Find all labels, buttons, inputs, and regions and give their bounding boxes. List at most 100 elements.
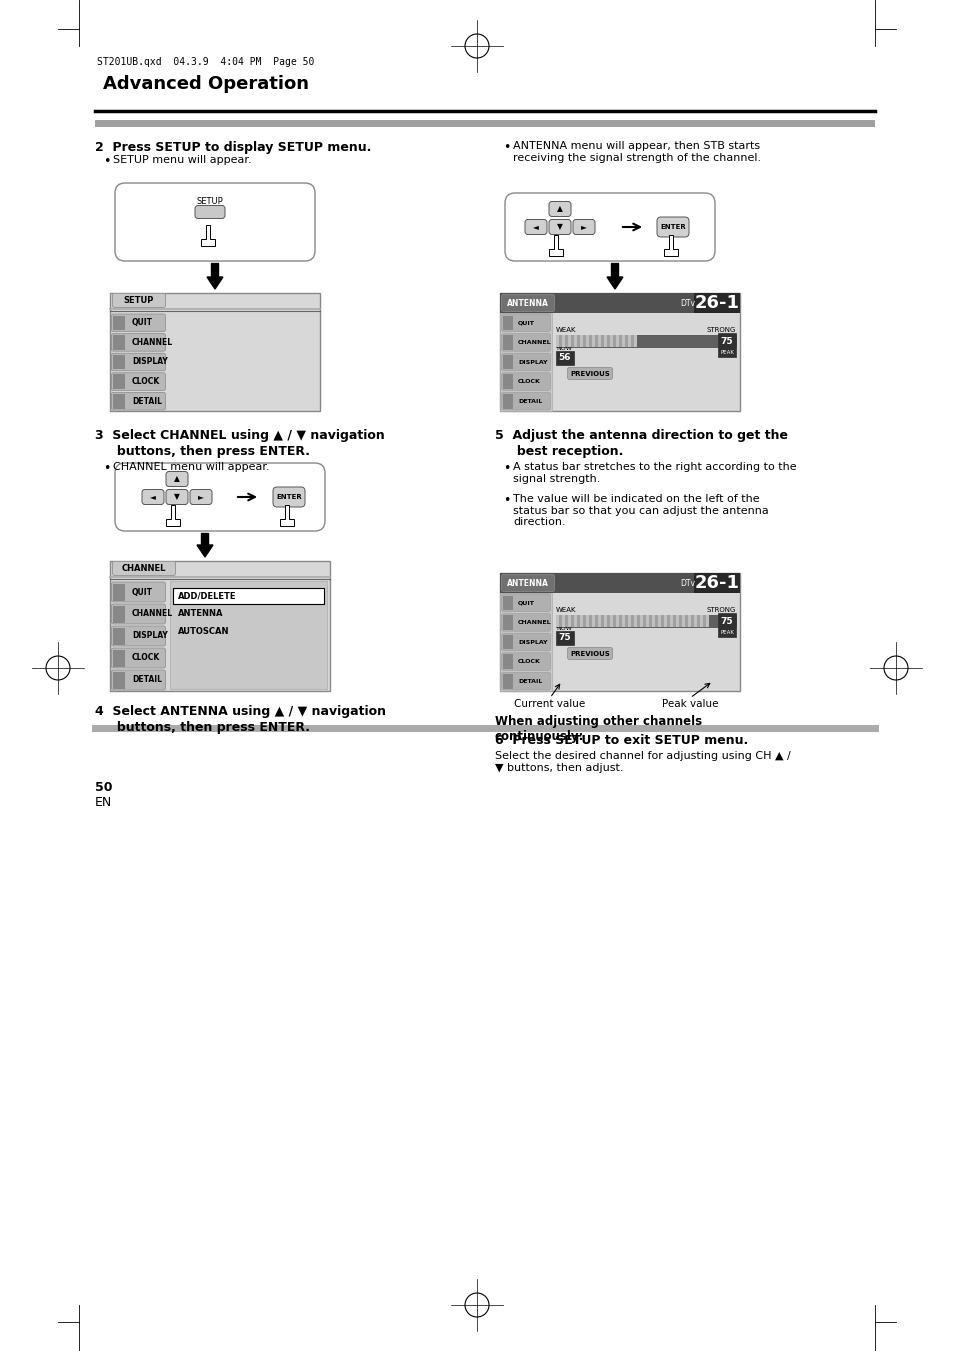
- FancyBboxPatch shape: [112, 293, 165, 308]
- Text: SETUP: SETUP: [196, 197, 223, 207]
- Text: PEAK: PEAK: [720, 630, 733, 635]
- FancyBboxPatch shape: [592, 335, 595, 347]
- FancyBboxPatch shape: [600, 335, 603, 347]
- Text: DISPLAY: DISPLAY: [517, 359, 547, 365]
- Text: CLOCK: CLOCK: [517, 380, 540, 384]
- FancyBboxPatch shape: [166, 489, 188, 504]
- FancyBboxPatch shape: [579, 335, 582, 347]
- Text: CLOCK: CLOCK: [132, 377, 160, 386]
- FancyBboxPatch shape: [112, 313, 165, 331]
- FancyBboxPatch shape: [598, 335, 600, 347]
- Text: 4  Select ANTENNA using ▲ / ▼ navigation: 4 Select ANTENNA using ▲ / ▼ navigation: [95, 705, 386, 717]
- FancyBboxPatch shape: [501, 574, 554, 592]
- Text: ANTENNA: ANTENNA: [507, 299, 548, 308]
- FancyBboxPatch shape: [112, 626, 165, 646]
- Text: 26-1: 26-1: [694, 295, 739, 312]
- FancyBboxPatch shape: [501, 594, 550, 612]
- FancyBboxPatch shape: [501, 634, 550, 651]
- FancyBboxPatch shape: [648, 615, 651, 627]
- FancyBboxPatch shape: [577, 335, 579, 347]
- Polygon shape: [663, 235, 678, 255]
- FancyBboxPatch shape: [592, 615, 595, 627]
- FancyBboxPatch shape: [684, 615, 687, 627]
- FancyBboxPatch shape: [621, 335, 624, 347]
- FancyBboxPatch shape: [502, 316, 513, 330]
- Polygon shape: [201, 534, 209, 544]
- FancyBboxPatch shape: [112, 648, 165, 667]
- Text: Current value: Current value: [514, 698, 585, 709]
- Text: Peak value: Peak value: [661, 698, 718, 709]
- FancyBboxPatch shape: [603, 335, 606, 347]
- FancyBboxPatch shape: [142, 489, 164, 504]
- FancyBboxPatch shape: [669, 615, 672, 627]
- FancyBboxPatch shape: [112, 584, 125, 600]
- Text: SETUP: SETUP: [124, 296, 154, 305]
- Text: PREVIOUS: PREVIOUS: [570, 370, 609, 377]
- FancyBboxPatch shape: [501, 613, 550, 631]
- Text: buttons, then press ENTER.: buttons, then press ENTER.: [95, 721, 310, 734]
- FancyBboxPatch shape: [697, 615, 700, 627]
- Text: •: •: [103, 155, 111, 168]
- FancyBboxPatch shape: [600, 615, 603, 627]
- FancyBboxPatch shape: [585, 335, 588, 347]
- Text: ENTER: ENTER: [275, 494, 301, 500]
- FancyBboxPatch shape: [627, 615, 630, 627]
- FancyBboxPatch shape: [634, 615, 637, 627]
- FancyBboxPatch shape: [645, 615, 648, 627]
- FancyBboxPatch shape: [501, 673, 550, 690]
- FancyBboxPatch shape: [681, 615, 684, 627]
- FancyBboxPatch shape: [112, 627, 125, 644]
- FancyBboxPatch shape: [627, 335, 630, 347]
- Polygon shape: [606, 277, 622, 289]
- FancyBboxPatch shape: [595, 615, 598, 627]
- Text: DISPLAY: DISPLAY: [132, 631, 168, 640]
- FancyBboxPatch shape: [499, 593, 552, 690]
- Text: DETAIL: DETAIL: [132, 676, 162, 685]
- Text: buttons, then press ENTER.: buttons, then press ENTER.: [95, 444, 310, 458]
- FancyBboxPatch shape: [501, 295, 554, 312]
- FancyBboxPatch shape: [112, 334, 165, 351]
- FancyBboxPatch shape: [642, 615, 645, 627]
- FancyBboxPatch shape: [687, 615, 690, 627]
- FancyBboxPatch shape: [502, 355, 513, 369]
- FancyBboxPatch shape: [502, 674, 513, 689]
- FancyBboxPatch shape: [112, 353, 165, 370]
- Polygon shape: [212, 263, 218, 277]
- Text: WEAK: WEAK: [556, 327, 576, 332]
- FancyBboxPatch shape: [639, 615, 642, 627]
- Text: 3  Select CHANNEL using ▲ / ▼ navigation: 3 Select CHANNEL using ▲ / ▼ navigation: [95, 430, 384, 442]
- Polygon shape: [201, 226, 214, 246]
- FancyBboxPatch shape: [693, 293, 740, 313]
- FancyBboxPatch shape: [112, 671, 125, 689]
- FancyBboxPatch shape: [637, 615, 639, 627]
- FancyBboxPatch shape: [693, 615, 697, 627]
- FancyBboxPatch shape: [621, 615, 624, 627]
- FancyBboxPatch shape: [574, 335, 577, 347]
- FancyBboxPatch shape: [657, 218, 688, 236]
- Text: The value will be indicated on the left of the
status bar so that you can adjust: The value will be indicated on the left …: [513, 494, 768, 527]
- FancyBboxPatch shape: [571, 335, 574, 347]
- FancyBboxPatch shape: [501, 353, 550, 370]
- FancyBboxPatch shape: [502, 394, 513, 408]
- FancyBboxPatch shape: [666, 615, 669, 627]
- FancyBboxPatch shape: [502, 335, 513, 350]
- FancyBboxPatch shape: [609, 335, 613, 347]
- FancyBboxPatch shape: [582, 335, 585, 347]
- FancyBboxPatch shape: [663, 615, 666, 627]
- FancyBboxPatch shape: [690, 615, 693, 627]
- Text: best reception.: best reception.: [495, 444, 622, 458]
- FancyBboxPatch shape: [561, 615, 564, 627]
- FancyBboxPatch shape: [166, 471, 188, 486]
- Text: STRONG: STRONG: [706, 607, 735, 613]
- FancyBboxPatch shape: [660, 615, 663, 627]
- FancyBboxPatch shape: [693, 573, 740, 593]
- FancyBboxPatch shape: [579, 615, 582, 627]
- FancyBboxPatch shape: [502, 374, 513, 389]
- Text: WEAK: WEAK: [556, 607, 576, 613]
- FancyBboxPatch shape: [655, 615, 658, 627]
- FancyBboxPatch shape: [112, 374, 125, 389]
- Text: DETAIL: DETAIL: [517, 399, 542, 404]
- FancyBboxPatch shape: [564, 615, 567, 627]
- Text: Select the desired channel for adjusting using CH ▲ /
▼ buttons, then adjust.: Select the desired channel for adjusting…: [495, 751, 790, 773]
- Text: CHANNEL: CHANNEL: [132, 338, 172, 347]
